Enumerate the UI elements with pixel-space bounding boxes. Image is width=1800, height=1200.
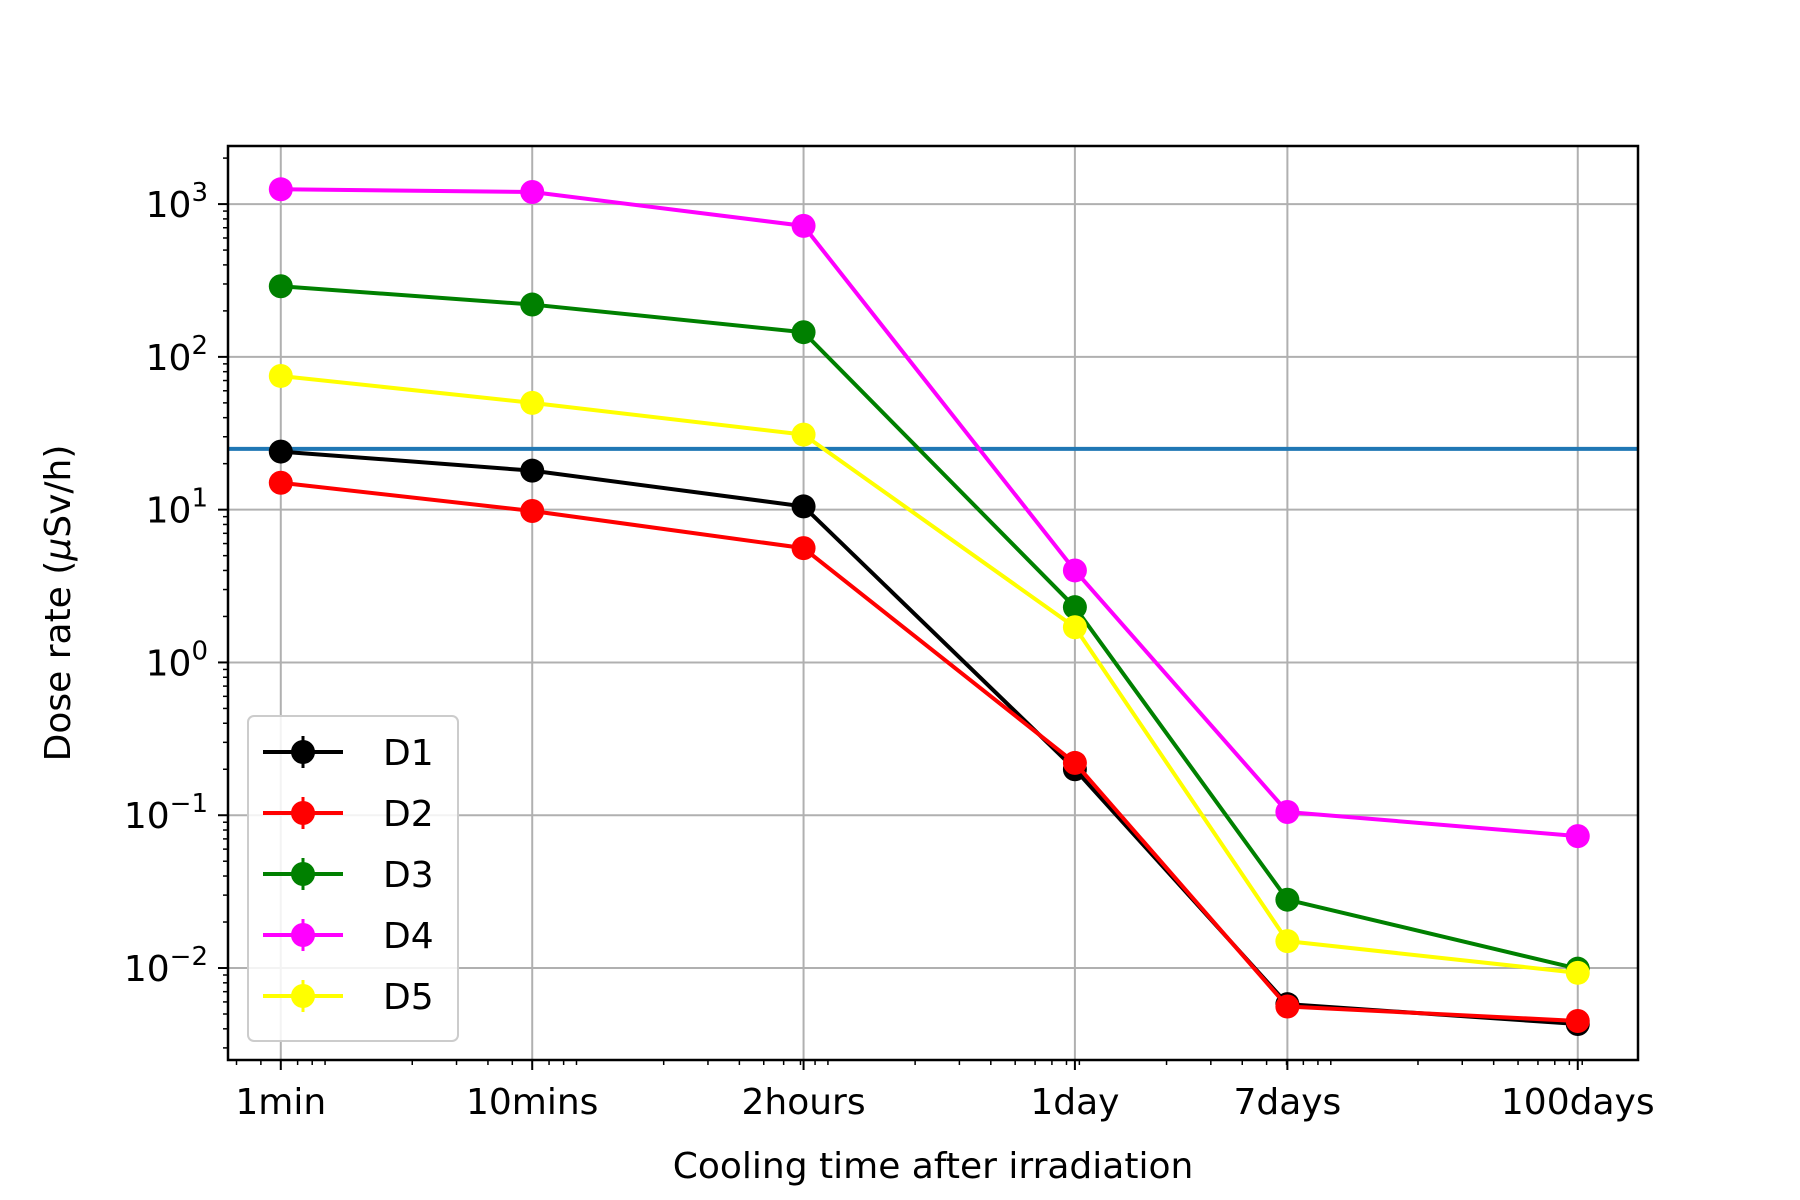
grid xyxy=(228,146,1638,1060)
legend-label: D4 xyxy=(383,916,434,957)
x-axis-label: Cooling time after irradiation xyxy=(673,1146,1194,1187)
legend-label: D2 xyxy=(383,794,434,835)
data-point-d5 xyxy=(791,422,816,447)
axis-ticks: 1min 10mins 2hours 1day 7days 100days 103 102 10… xyxy=(124,178,1655,1123)
plot-frame xyxy=(226,144,1640,1062)
y-tick-label: 10−2 xyxy=(124,942,208,990)
x-tick-label: 100days xyxy=(1501,1082,1655,1123)
data-point-d5 xyxy=(1062,615,1087,640)
data-point-d3 xyxy=(520,292,545,317)
x-tick-label: 10mins xyxy=(466,1082,598,1123)
y-tick-label: 100 xyxy=(146,636,208,684)
legend-box xyxy=(247,715,459,1042)
x-tick-label: 2hours xyxy=(741,1082,865,1123)
data-point-d2 xyxy=(791,536,816,561)
data-point-d1 xyxy=(791,494,816,519)
series-line-d2 xyxy=(280,480,1578,1023)
data-point-d3 xyxy=(1062,595,1087,620)
y-axis-label: Dose rate (μSv/h) xyxy=(38,445,79,762)
legend-label: D3 xyxy=(383,855,434,896)
data-point-d3 xyxy=(268,274,293,299)
series-line-d5 xyxy=(280,373,1578,975)
legend-marker xyxy=(291,740,315,764)
data-point-d4 xyxy=(1275,799,1300,824)
series-line-d1 xyxy=(280,449,1578,1027)
legend-marker xyxy=(291,923,315,947)
data-point-d5 xyxy=(1275,929,1300,954)
y-tick-label: 10−1 xyxy=(124,789,208,837)
legend-label: D5 xyxy=(383,977,434,1018)
y-tick-label: 102 xyxy=(146,331,208,379)
x-tick-label: 1day xyxy=(1030,1082,1119,1123)
y-tick-label: 101 xyxy=(146,484,208,532)
data-point-d4 xyxy=(1062,558,1087,583)
data-point-d4 xyxy=(268,177,293,202)
data-point-d3 xyxy=(791,320,816,345)
data-point-d5 xyxy=(1565,960,1590,985)
data-point-d5 xyxy=(268,363,293,388)
data-point-d5 xyxy=(520,390,545,415)
data-point-d4 xyxy=(520,179,545,204)
legend-marker xyxy=(291,801,315,825)
data-point-d2 xyxy=(1062,750,1087,775)
data-point-d1 xyxy=(268,439,293,464)
series-line-d3 xyxy=(280,284,1579,971)
data-point-d4 xyxy=(1565,824,1590,849)
data-point-d1 xyxy=(520,458,545,483)
x-tick-label: 1min xyxy=(235,1082,326,1123)
data-point-d3 xyxy=(1275,887,1300,912)
x-tick-label: 7days xyxy=(1233,1082,1341,1123)
data-point-d2 xyxy=(268,470,293,495)
y-tick-label: 103 xyxy=(146,178,208,226)
data-point-d2 xyxy=(1275,994,1300,1019)
data-point-d2 xyxy=(1565,1008,1590,1033)
series-group xyxy=(268,177,1590,1037)
legend-marker xyxy=(291,984,315,1008)
series-line-d4 xyxy=(280,187,1578,839)
legend-marker xyxy=(291,862,315,886)
legend-label: D1 xyxy=(383,733,434,774)
data-point-d2 xyxy=(520,499,545,524)
legend: D1 D2 D3 D4 D5 xyxy=(247,715,459,1042)
data-point-d4 xyxy=(791,213,816,238)
